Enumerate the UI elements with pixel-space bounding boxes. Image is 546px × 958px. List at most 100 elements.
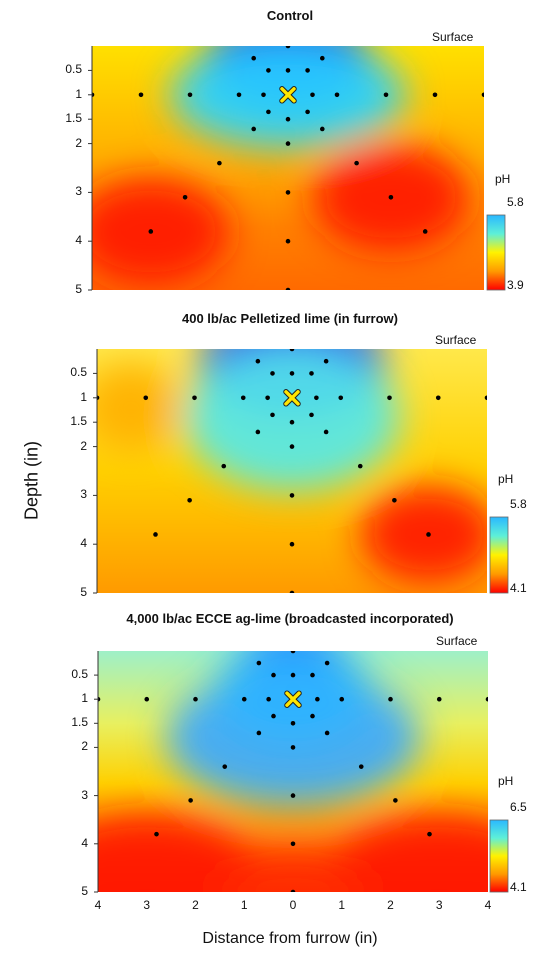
fertilizer-marker xyxy=(279,86,297,104)
sample-point xyxy=(436,696,442,702)
sample-point xyxy=(289,493,295,498)
surface-label: Surface xyxy=(432,30,474,44)
colorbar-min-label: 4.1 xyxy=(510,581,527,595)
sample-point xyxy=(148,229,154,234)
x-tick-label: 0 xyxy=(289,898,297,912)
sample-point xyxy=(388,696,393,702)
sample-point xyxy=(290,889,296,892)
panel-title: 400 lb/ac Pelletized lime (in furrow) xyxy=(181,311,398,326)
panel-title: 4,000 lb/ac ECCE ag-lime (broadcasted in… xyxy=(126,611,454,626)
sample-point xyxy=(310,713,315,719)
heatmap-zone xyxy=(184,349,400,491)
sample-point xyxy=(92,92,95,98)
sample-point xyxy=(324,660,330,666)
heatmap-zone xyxy=(312,143,470,251)
sample-point xyxy=(354,160,359,166)
colorbar-title: pH xyxy=(495,172,511,186)
sample-point xyxy=(383,92,389,98)
sample-point xyxy=(290,745,296,750)
sample-point xyxy=(432,92,438,98)
x-tick-label: 1 xyxy=(240,898,248,912)
y-tick-label: 2 xyxy=(80,438,87,453)
y-tick-label: 4 xyxy=(81,835,88,850)
sample-point xyxy=(241,696,247,702)
sample-point xyxy=(271,713,276,719)
sample-point xyxy=(188,798,193,803)
sample-point xyxy=(285,68,291,73)
sample-point xyxy=(309,412,314,418)
sample-point xyxy=(314,395,319,401)
y-tick-label: 1 xyxy=(80,389,87,404)
sample-point xyxy=(256,730,262,736)
x-tick-label: 2 xyxy=(387,898,394,912)
sample-point xyxy=(285,190,291,195)
heatmap-zone xyxy=(215,651,371,743)
y-tick-label: 4 xyxy=(80,536,87,551)
sample-point xyxy=(323,429,329,435)
colorbar-max-label: 6.5 xyxy=(510,800,527,814)
y-tick-label: 0.5 xyxy=(70,365,87,380)
y-axis-label: Depth (in) xyxy=(21,440,42,521)
heatmap-zone xyxy=(92,177,230,286)
sample-point xyxy=(289,590,295,593)
sample-point xyxy=(98,696,101,702)
sample-point xyxy=(388,194,394,200)
heatmap-background xyxy=(97,349,487,593)
sample-point xyxy=(251,55,256,61)
panel-title: Control xyxy=(266,8,314,23)
sample-point xyxy=(255,429,261,435)
y-tick-label: 3 xyxy=(80,487,87,502)
heatmap-zone xyxy=(204,46,372,110)
sample-point xyxy=(485,696,488,702)
sample-point xyxy=(285,238,291,244)
x-tick-label: 4 xyxy=(484,898,492,912)
x-tick-label: 4 xyxy=(94,898,102,912)
sample-point xyxy=(289,419,295,425)
sample-point xyxy=(256,660,262,666)
sample-point xyxy=(138,92,144,98)
x-tick-label: 1 xyxy=(338,898,346,912)
sample-point xyxy=(289,541,295,547)
y-tick-label: 0.5 xyxy=(71,667,88,682)
sample-point xyxy=(285,141,291,146)
sample-point xyxy=(427,831,432,837)
sample-point xyxy=(310,92,315,98)
sample-point xyxy=(305,68,310,73)
y-tick-label: 1 xyxy=(75,86,82,101)
sample-point xyxy=(240,395,246,401)
colorbar xyxy=(489,819,509,893)
sample-point xyxy=(290,651,296,654)
colorbar-min-label: 4.1 xyxy=(510,880,527,894)
colorbar-title: pH xyxy=(498,472,514,486)
sample-point xyxy=(266,696,271,702)
sample-point xyxy=(320,55,325,61)
sample-point xyxy=(290,841,296,847)
sample-point xyxy=(315,696,320,702)
sample-point xyxy=(357,463,363,469)
sample-point xyxy=(392,497,397,503)
sample-point xyxy=(285,287,291,290)
y-tick-label: 5 xyxy=(75,282,82,296)
colorbar xyxy=(486,214,506,291)
sample-point xyxy=(323,358,329,364)
sample-point xyxy=(289,444,295,449)
sample-point xyxy=(324,730,330,736)
y-tick-label: 1.5 xyxy=(65,111,82,126)
colorbar-title: pH xyxy=(498,774,514,788)
y-tick-label: 1.5 xyxy=(70,414,87,429)
sample-point xyxy=(310,672,315,678)
colorbar-max-label: 5.8 xyxy=(510,497,527,511)
heatmap-zone xyxy=(332,814,488,892)
sample-point xyxy=(266,109,271,115)
colorbar-min-label: 3.9 xyxy=(507,278,524,292)
x-tick-label: 3 xyxy=(435,898,443,912)
colorbar xyxy=(489,516,509,594)
sample-point xyxy=(271,672,276,678)
sample-point xyxy=(265,395,270,401)
y-tick-label: 2 xyxy=(75,135,82,150)
sample-point xyxy=(251,126,256,132)
sample-point xyxy=(187,497,192,503)
sample-point xyxy=(290,721,296,726)
sample-point xyxy=(481,92,484,98)
